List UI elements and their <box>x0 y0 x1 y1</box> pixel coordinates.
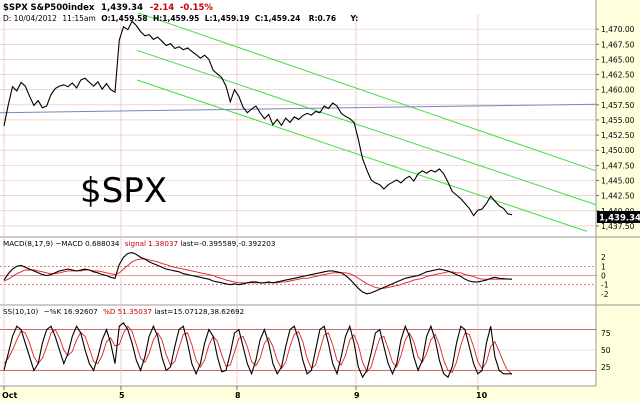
time-tick-label: 9 <box>354 391 360 400</box>
price-tick-label: 1,442.50 <box>601 192 635 201</box>
channel-line <box>137 12 597 172</box>
header-last: 1,439.34 <box>101 3 143 13</box>
ss-tick-label: 25 <box>601 363 611 372</box>
header-high: H:1,459.95 <box>153 14 199 23</box>
macd-value: ~MACD 0.688034 <box>55 239 120 248</box>
macd-header: MACD(8,17,9) ~MACD 0.688034 signal 1.380… <box>3 239 275 248</box>
macd-line <box>3 252 513 295</box>
macd-tick-label: -1 <box>601 281 609 290</box>
header-y: Y: <box>349 14 358 23</box>
time-tick-label: Oct <box>2 391 18 400</box>
header-name: S&P500index <box>31 3 95 13</box>
trend-line <box>0 103 597 114</box>
price-tick-label: 1,457.50 <box>601 101 635 110</box>
price-axis-ticks: 1,470.00 1,467.50 1,465.00 1,462.50 1,460.00… <box>596 25 635 372</box>
price-tick-label: 1,467.50 <box>601 40 635 49</box>
price-header-line2: D: 10/04/2012 11:15am O:1,459.58 H:1,459… <box>3 14 358 23</box>
time-tick-label: 8 <box>235 391 241 400</box>
price-tick-label: 1,460.00 <box>601 86 635 95</box>
macd-series <box>3 252 513 295</box>
header-time: 11:15am <box>62 14 96 23</box>
macd-tick-label: 1 <box>601 262 606 271</box>
price-header-line1: $SPX S&P500index 1,439.34 -2.14 -0.15% <box>3 3 213 13</box>
header-change: -2.14 <box>150 3 175 13</box>
price-tick-label: 1,447.50 <box>601 161 635 170</box>
channel-line <box>136 49 597 206</box>
price-series <box>3 20 513 217</box>
price-tick-label: 1,462.50 <box>601 71 635 80</box>
header-low: L:1,459.19 <box>205 14 250 23</box>
last-price-tag: 1,439.34 <box>599 214 640 224</box>
price-tick-label: 1,465.00 <box>601 55 635 64</box>
macd-tick-label: -2 <box>601 290 609 299</box>
time-axis-ticks: Oct 5 8 9 10 <box>2 386 488 400</box>
header-symbol: $SPX <box>3 3 28 13</box>
price-tick-label: 1,445.00 <box>601 177 635 186</box>
stochastic-series <box>3 321 513 379</box>
macd-tick-label: 2 <box>601 253 606 262</box>
ss-d-line <box>3 325 513 375</box>
macd-last: last=-0.395589,-0.392203 <box>180 239 275 248</box>
last-price-tag-box <box>597 211 640 223</box>
price-line <box>3 20 513 217</box>
price-axis-background <box>596 0 640 402</box>
symbol-watermark: $SPX <box>80 171 167 211</box>
time-tick-label: 10 <box>476 391 488 400</box>
header-r: R:0.76 <box>309 14 336 23</box>
ss-label: SS(10,10) <box>3 307 39 316</box>
price-tick-label: 1,450.00 <box>601 146 635 155</box>
time-axis-background <box>0 386 640 402</box>
macd-tick-label: 0 <box>601 272 606 281</box>
header-close: C:1,459.24 <box>255 14 301 23</box>
price-tick-label: 1,452.50 <box>601 131 635 140</box>
ss-k: ~%K 16.92607 <box>44 307 98 316</box>
stochastic-header: SS(10,10) ~%K 16.92607 %D 51.35037 last=… <box>3 307 244 316</box>
price-tick-label: 1,470.00 <box>601 25 635 34</box>
header-date: D: 10/04/2012 <box>3 14 57 23</box>
price-tick-label: 1,437.50 <box>601 222 635 231</box>
macd-label: MACD(8,17,9) <box>3 239 53 248</box>
grid-lines <box>0 14 596 386</box>
macd-signal: signal 1.38037 <box>125 239 178 248</box>
header-open: O:1,459.58 <box>101 14 147 23</box>
header-change-pct: -0.15% <box>180 3 213 13</box>
ss-tick-label: 75 <box>601 329 611 338</box>
ss-tick-label: 50 <box>601 346 611 355</box>
ss-k-line <box>3 321 512 379</box>
time-tick-label: 5 <box>119 391 125 400</box>
ss-d: %D 51.35037 <box>103 307 152 316</box>
ss-last: last=15.07128,38.62692 <box>154 307 244 316</box>
price-tick-label: 1,455.00 <box>601 116 635 125</box>
